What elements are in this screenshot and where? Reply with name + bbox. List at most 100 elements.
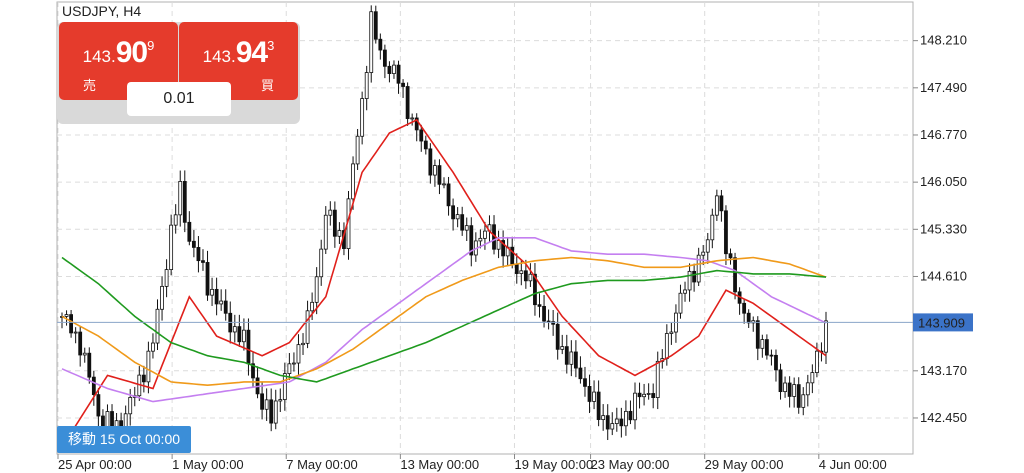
candle-body (605, 415, 610, 430)
candle-body (214, 288, 219, 305)
price-tick-label: 146.050 (920, 174, 967, 189)
candle-body (633, 392, 637, 421)
candle-body (323, 214, 328, 250)
candle-body (642, 393, 646, 398)
candle-body (178, 181, 183, 216)
candle-body (369, 11, 374, 73)
candle-body (328, 209, 333, 216)
candle-body (433, 165, 437, 176)
candle-body (796, 384, 801, 408)
candle-body (705, 239, 710, 253)
candle-body (355, 135, 360, 165)
candle-body (728, 253, 733, 259)
buy-price-fraction: 3 (267, 38, 275, 53)
candle-body (164, 269, 169, 287)
lot-size-input[interactable]: 0.01 (127, 82, 231, 116)
price-tick-label: 143.170 (920, 363, 967, 378)
candle-body (173, 214, 178, 226)
candle-body (587, 385, 592, 402)
ma-green-line (61, 256, 827, 383)
price-axis[interactable]: 148.210 147.490 146.770 146.050 145.330 144.6… (913, 33, 973, 425)
candle-body (733, 257, 737, 293)
time-axis[interactable]: 25 Apr 00:00 1 May 00:00 7 May 00:00 13 May… (57, 454, 887, 472)
candle-body (569, 351, 574, 365)
candle-body (664, 333, 669, 360)
candle-body (537, 304, 542, 307)
candle-body (678, 292, 683, 314)
candle-body (514, 263, 519, 274)
candle-body (423, 140, 428, 150)
candle-body (742, 302, 747, 314)
one-click-trade-panel: 143.909 売 143.943 買 0.01 (57, 22, 300, 124)
candle-body (701, 251, 706, 256)
ma-violet-line (61, 237, 827, 403)
sell-price: 143.909 (59, 36, 178, 70)
candle-body (592, 391, 596, 402)
crosshair-time-tag[interactable]: 移動 15 Oct 00:00 (57, 426, 191, 453)
candle-body (292, 362, 296, 365)
candle-body (301, 342, 305, 346)
candle-body (146, 350, 151, 383)
chart-grid (57, 2, 913, 454)
buy-button[interactable]: 143.943 買 (179, 22, 298, 100)
candle-body (187, 221, 192, 242)
candle-body (624, 410, 628, 427)
time-tick-label: 7 May 00:00 (286, 457, 358, 472)
candle-body (496, 240, 501, 250)
candle-body (564, 346, 569, 365)
candle-body (141, 374, 146, 383)
candles-layer (60, 5, 828, 441)
candle-body (319, 248, 324, 278)
candle-body (191, 240, 196, 248)
candle-body (332, 209, 337, 237)
candle-body (91, 376, 96, 396)
candle-body (219, 300, 224, 305)
candle-body (337, 230, 342, 237)
candle-body (469, 225, 474, 256)
candle-body (573, 351, 578, 369)
candle-body (523, 270, 528, 282)
candle-body (810, 372, 815, 384)
candle-body (533, 273, 537, 306)
candle-body (205, 262, 210, 296)
candle-body (392, 64, 396, 74)
candle-body (578, 367, 583, 380)
candle-body (464, 225, 469, 231)
buy-label: 買 (260, 78, 274, 93)
candle-body (764, 339, 769, 356)
price-tick-label: 142.450 (920, 410, 967, 425)
symbol-title: USDJPY, H4 (62, 3, 142, 19)
candle-body (815, 350, 819, 373)
current-price-tag (913, 313, 973, 332)
candle-body (82, 352, 87, 356)
candle-body (519, 270, 524, 274)
price-tick-label: 144.610 (920, 268, 967, 283)
candle-body (382, 49, 387, 67)
candle-body (414, 117, 419, 131)
candle-body (373, 11, 378, 40)
candle-body (510, 246, 515, 265)
candle-body (528, 273, 533, 282)
time-tick-label: 25 Apr 00:00 (58, 457, 132, 472)
candle-body (278, 399, 283, 402)
candle-body (242, 329, 246, 343)
candle-body (746, 312, 751, 324)
sell-label: 売 (83, 78, 97, 93)
candle-body (651, 393, 656, 398)
candle-body (232, 326, 237, 333)
candle-body (246, 329, 251, 365)
candle-body (787, 382, 792, 397)
time-tick-label: 4 Jun 00:00 (819, 457, 887, 472)
candle-body (64, 314, 69, 317)
candle-body (310, 301, 315, 312)
candle-body (305, 310, 310, 344)
candle-body (73, 331, 78, 334)
current-price-label: 143.909 (918, 315, 965, 330)
candle-body (614, 418, 619, 424)
candle-body (483, 230, 487, 239)
candle-body (455, 214, 460, 220)
candle-body (128, 397, 133, 415)
ma-red-line (61, 118, 827, 448)
candle-body (683, 289, 687, 294)
